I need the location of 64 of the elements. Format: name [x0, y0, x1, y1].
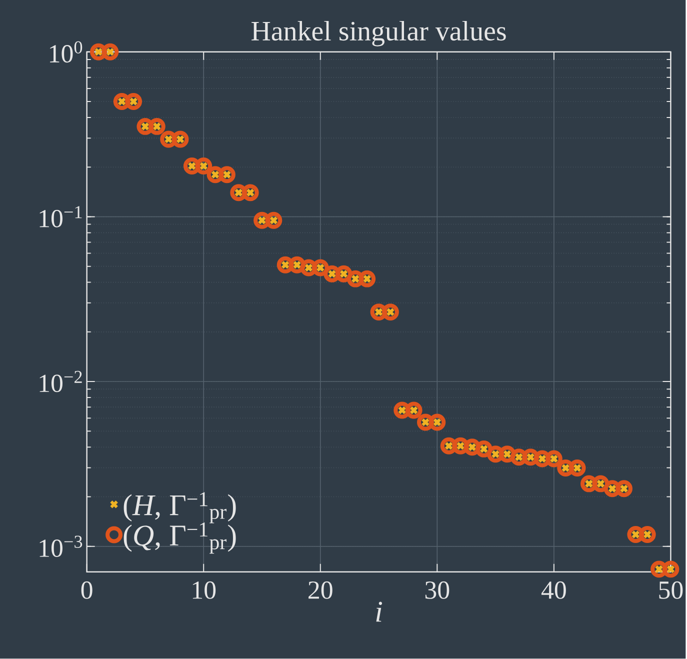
point — [662, 560, 680, 578]
x-tick-label: 40 — [541, 582, 566, 600]
x-tick-label: 0 — [81, 582, 92, 600]
point — [136, 118, 154, 136]
point — [90, 44, 107, 61]
point — [346, 270, 364, 288]
legend-label: (Q, Γ$^{−1}$$_{pr}$) — [124, 522, 236, 554]
point — [650, 560, 668, 578]
point — [405, 402, 422, 419]
point — [288, 256, 306, 274]
point — [160, 130, 178, 148]
point — [172, 130, 189, 148]
point — [534, 450, 551, 468]
point — [206, 166, 224, 184]
point — [218, 166, 236, 184]
chart-title: Hankel singular values — [252, 21, 506, 47]
point — [230, 184, 248, 202]
point — [510, 448, 528, 466]
point — [300, 259, 318, 276]
x-tick-label: 50 — [659, 582, 683, 600]
x-tick-label: 10 — [192, 582, 216, 600]
point — [440, 438, 458, 455]
point — [604, 480, 621, 498]
point — [498, 446, 516, 463]
point — [627, 526, 644, 544]
y-tick-label: 10$^{0}$ — [50, 41, 82, 63]
point — [568, 460, 586, 477]
point — [195, 158, 212, 175]
point — [312, 259, 329, 276]
point — [545, 450, 562, 468]
x-tick-label: 30 — [425, 582, 450, 600]
point — [638, 526, 656, 544]
point — [522, 448, 540, 466]
point — [335, 266, 352, 282]
point — [324, 266, 341, 282]
point — [616, 480, 632, 498]
point — [125, 93, 142, 110]
point — [370, 304, 388, 321]
point — [242, 184, 259, 202]
point — [452, 438, 469, 455]
y-tick-label: 10$^{−3}$ — [40, 536, 82, 558]
point — [487, 446, 504, 463]
point — [148, 118, 166, 136]
point — [416, 414, 434, 431]
point — [475, 440, 492, 458]
point — [102, 44, 119, 61]
point — [428, 414, 446, 431]
point — [382, 304, 399, 321]
point — [358, 270, 376, 288]
point — [580, 475, 598, 492]
legend-label: (H, Γ$^{−1}$$_{pr}$) — [124, 492, 236, 524]
point — [254, 212, 270, 230]
y-tick-label: 10$^{−1}$ — [40, 206, 82, 228]
point — [592, 475, 610, 492]
point — [265, 212, 282, 230]
y-tick-label: 10$^{−2}$ — [40, 371, 82, 392]
point — [276, 256, 294, 274]
x-axis-title: i — [376, 602, 382, 622]
point — [394, 402, 411, 419]
x-tick-label: 20 — [308, 582, 332, 600]
point — [464, 438, 481, 456]
point — [557, 460, 574, 477]
point — [183, 158, 200, 175]
point — [113, 93, 130, 110]
